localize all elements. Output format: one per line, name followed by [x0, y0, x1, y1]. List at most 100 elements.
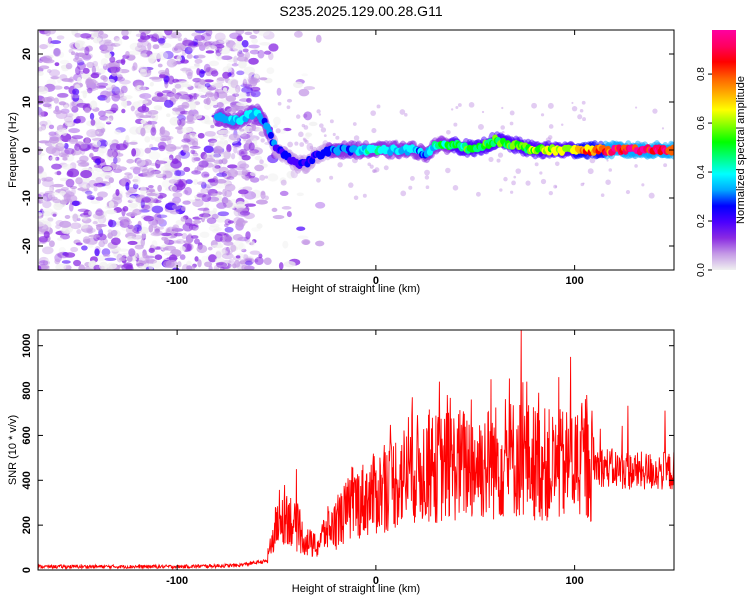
- noise-dot: [383, 165, 389, 171]
- noise-blob: [156, 92, 164, 97]
- noise-blob: [92, 221, 98, 225]
- noise-blob: [147, 42, 152, 51]
- noise-blob: [38, 125, 46, 132]
- noise-blob: [102, 166, 113, 172]
- noise-blob: [170, 184, 177, 192]
- noise-blob: [164, 252, 173, 256]
- noise-blob: [216, 151, 225, 155]
- noise-blob: [181, 264, 190, 270]
- noise-blob: [126, 212, 138, 217]
- noise-dot: [577, 114, 583, 120]
- noise-blob: [216, 250, 224, 258]
- noise-blob: [172, 192, 183, 198]
- noise-blob: [227, 220, 234, 224]
- noise-blob: [239, 210, 251, 216]
- noise-blob: [238, 242, 246, 252]
- noise-blob: [221, 235, 233, 243]
- noise-blob: [231, 63, 239, 67]
- noise-dot: [408, 185, 413, 190]
- noise-dot: [302, 137, 306, 141]
- noise-blob: [57, 237, 63, 241]
- noise-blob: [232, 141, 242, 147]
- noise-blob: [63, 115, 74, 123]
- noise-blob: [227, 168, 238, 178]
- noise-dot: [547, 102, 554, 109]
- noise-blob: [129, 42, 142, 51]
- noise-blob: [205, 157, 216, 163]
- noise-blob: [153, 170, 166, 178]
- noise-blob: [65, 178, 75, 188]
- noise-blob: [223, 241, 234, 246]
- noise-blob: [179, 118, 186, 126]
- noise-blob: [49, 156, 57, 161]
- noise-blob: [81, 214, 91, 220]
- noise-blob: [42, 246, 54, 255]
- x-tick-label: 0: [373, 575, 379, 587]
- noise-blob: [147, 202, 153, 212]
- noise-blob: [213, 145, 223, 155]
- noise-dot: [663, 163, 668, 168]
- noise-dot: [475, 191, 481, 197]
- noise-blob: [97, 191, 108, 198]
- noise-blob: [38, 265, 42, 270]
- noise-blob: [116, 166, 127, 171]
- noise-blob: [199, 70, 206, 74]
- noise-blob: [108, 177, 114, 184]
- noise-dot: [500, 125, 505, 130]
- noise-blob: [140, 186, 147, 195]
- noise-dot: [641, 183, 645, 187]
- snr-y-label: SNR (10 * v/v): [7, 415, 19, 485]
- noise-dot: [580, 182, 584, 187]
- noise-blob: [207, 246, 213, 251]
- noise-blob: [70, 246, 79, 253]
- noise-dot: [371, 128, 377, 134]
- noise-blob: [169, 211, 180, 215]
- noise-blob: [194, 58, 203, 64]
- noise-blob: [107, 219, 117, 228]
- noise-dot: [264, 175, 268, 179]
- noise-dot: [503, 176, 508, 182]
- noise-blob: [152, 44, 160, 50]
- noise-blob: [245, 231, 251, 240]
- noise-blob: [108, 66, 120, 73]
- noise-blob: [105, 209, 117, 215]
- noise-dot: [259, 174, 266, 181]
- noise-dot: [248, 131, 253, 137]
- noise-blob: [89, 100, 98, 110]
- noise-blob: [148, 263, 154, 270]
- noise-blob: [245, 260, 253, 266]
- noise-blob: [216, 202, 227, 209]
- noise-blob: [244, 31, 253, 36]
- noise-blob: [158, 226, 164, 230]
- noise-blob: [94, 128, 104, 137]
- noise-blob: [196, 67, 201, 76]
- noise-blob: [69, 101, 77, 111]
- noise-blob: [182, 222, 194, 232]
- noise-blob: [90, 133, 97, 139]
- noise-blob: [276, 87, 282, 96]
- noise-dot: [540, 178, 547, 185]
- noise-dot: [241, 193, 245, 197]
- noise-blob: [203, 213, 210, 219]
- noise-blob: [166, 58, 177, 68]
- noise-blob: [301, 239, 311, 246]
- noise-blob: [121, 30, 129, 37]
- noise-blob: [87, 195, 96, 200]
- noise-blob: [137, 148, 145, 158]
- noise-blob: [263, 50, 272, 55]
- noise-blob: [125, 191, 133, 195]
- noise-blob: [92, 37, 102, 44]
- noise-blob: [73, 259, 82, 267]
- noise-blob: [129, 126, 141, 135]
- noise-dot: [560, 123, 564, 126]
- noise-blob: [222, 87, 228, 92]
- noise-blob: [208, 60, 220, 67]
- x-tick-label: 100: [565, 275, 583, 287]
- noise-blob: [48, 155, 53, 161]
- noise-blob: [227, 164, 238, 169]
- noise-blob: [57, 129, 65, 135]
- noise-blob: [225, 95, 237, 102]
- snr-line: [38, 330, 674, 570]
- noise-blob: [167, 75, 175, 85]
